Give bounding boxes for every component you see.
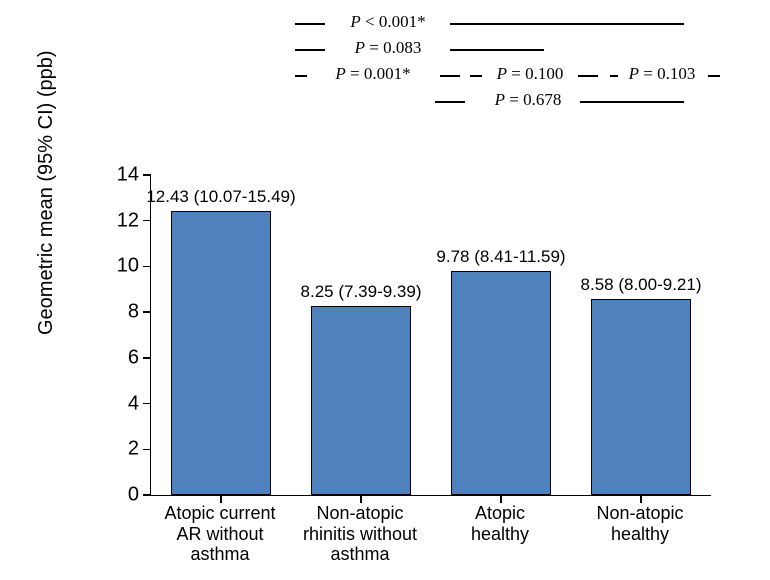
plot-area: 0246810121412.43 (10.07-15.49)8.25 (7.39… (150, 175, 711, 496)
x-axis-label: Non-atopicrhinitis withoutasthma (303, 503, 417, 565)
significance-region: P < 0.001* P = 0.083 P = 0.001* P = 0.100 P … (150, 0, 710, 175)
x-tick-mark (360, 495, 362, 503)
bar-value-label: 8.58 (8.00-9.21) (581, 275, 702, 295)
bar (311, 306, 411, 495)
p-value-label: P = 0.100 (497, 64, 564, 84)
significance-line-segment (708, 75, 720, 77)
significance-line-segment (580, 101, 684, 103)
y-tick-mark (143, 220, 151, 222)
p-value-label: P = 0.103 (629, 64, 696, 84)
y-tick-mark (143, 494, 151, 496)
p-value-label: P = 0.001* (335, 64, 410, 84)
x-axis-label: Atopic currentAR withoutasthma (164, 503, 275, 565)
significance-line-segment (440, 75, 460, 77)
bar (171, 211, 271, 495)
y-tick-mark (143, 449, 151, 451)
y-tick-label: 6 (128, 346, 139, 369)
p-value-label: P = 0.083 (355, 38, 422, 58)
significance-line-segment (610, 75, 618, 77)
significance-line-segment (578, 75, 598, 77)
y-tick-label: 12 (117, 209, 139, 232)
bar-value-label: 9.78 (8.41-11.59) (436, 247, 565, 267)
y-tick-mark (143, 266, 151, 268)
x-tick-mark (220, 495, 222, 503)
y-tick-mark (143, 403, 151, 405)
y-tick-label: 14 (117, 164, 139, 187)
y-tick-label: 8 (128, 301, 139, 324)
y-tick-mark (143, 311, 151, 313)
p-value-label: P = 0.678 (495, 90, 562, 110)
y-axis-label: Geometric mean (95% CI) (ppb) (35, 50, 58, 335)
bar (591, 299, 691, 495)
bar-value-label: 8.25 (7.39-9.39) (301, 282, 422, 302)
x-axis-label: Non-atopichealthy (596, 503, 683, 544)
y-axis-label-text: Geometric mean (95% CI) (ppb) (35, 50, 57, 335)
significance-line-segment (295, 23, 325, 25)
bar-value-label: 12.43 (10.07-15.49) (146, 187, 295, 207)
x-axis-label: Atopichealthy (471, 503, 529, 544)
significance-line-segment (450, 23, 684, 25)
y-tick-label: 10 (117, 255, 139, 278)
significance-line-segment (295, 75, 307, 77)
y-tick-label: 2 (128, 438, 139, 461)
x-tick-mark (500, 495, 502, 503)
y-tick-mark (143, 357, 151, 359)
significance-line-segment (435, 101, 465, 103)
x-tick-mark (640, 495, 642, 503)
y-tick-label: 0 (128, 484, 139, 507)
y-tick-mark (143, 174, 151, 176)
significance-line-segment (470, 75, 482, 77)
p-value-label: P < 0.001* (350, 12, 425, 32)
significance-line-segment (450, 49, 544, 51)
significance-line-segment (295, 49, 325, 51)
y-tick-label: 4 (128, 392, 139, 415)
bar (451, 271, 551, 495)
